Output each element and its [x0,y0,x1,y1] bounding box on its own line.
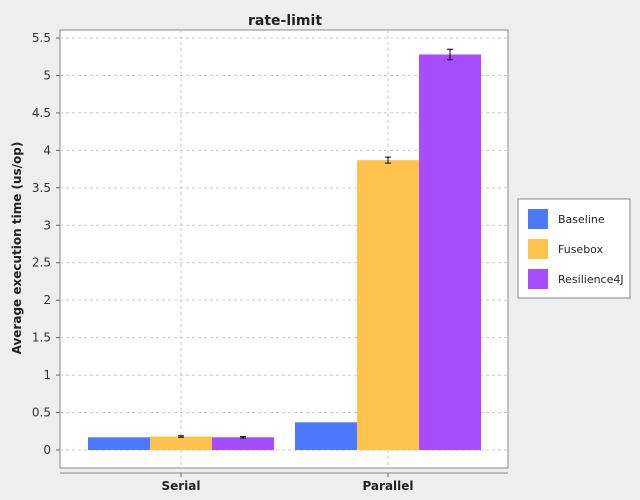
legend-label-resilience4j: Resilience4J [558,273,624,286]
error-bar-resilience4j-serial [240,436,246,439]
chart-title: rate-limit [248,13,322,29]
y-tick-label: 0 [43,443,51,457]
legend-swatch-baseline [528,209,548,229]
x-tick-label: Serial [161,479,200,493]
y-axis-title: Average execution time (us/op) [10,142,24,355]
legend-label-fusebox: Fusebox [558,243,604,256]
bar-fusebox-parallel [357,160,419,451]
legend-label-baseline: Baseline [558,213,605,226]
legend: Baseline Fusebox Resilience4J [517,198,631,299]
bar-baseline-serial [88,437,150,450]
bar-resilience4j-parallel [419,54,481,450]
y-axis: 0 0.5 1 1.5 2 2.5 3 3.5 4 4.5 5 5.5 [32,31,60,457]
error-bar-fusebox-serial [178,435,184,438]
y-tick-label: 2.5 [32,256,51,270]
y-tick-label: 4.5 [32,106,51,120]
bar-baseline-parallel [295,422,357,450]
error-bar-resilience4j-parallel [447,48,453,61]
bars [88,48,481,451]
y-tick-label: 2 [43,293,51,307]
y-tick-label: 5 [43,68,51,82]
y-tick-label: 1.5 [32,331,51,345]
y-tick-label: 1 [43,368,51,382]
x-axis: Serial Parallel [60,472,508,493]
y-tick-label: 5.5 [32,31,51,45]
y-tick-label: 0.5 [32,406,51,420]
y-tick-label: 3.5 [32,181,51,195]
bar-fusebox-serial [150,436,212,450]
legend-swatch-resilience4j [528,269,548,289]
x-tick-label: Parallel [362,479,413,493]
error-bar-fusebox-parallel [385,156,391,164]
bar-resilience4j-serial [212,437,274,450]
y-tick-label: 3 [43,218,51,232]
y-tick-label: 4 [43,143,51,157]
legend-swatch-fusebox [528,239,548,259]
